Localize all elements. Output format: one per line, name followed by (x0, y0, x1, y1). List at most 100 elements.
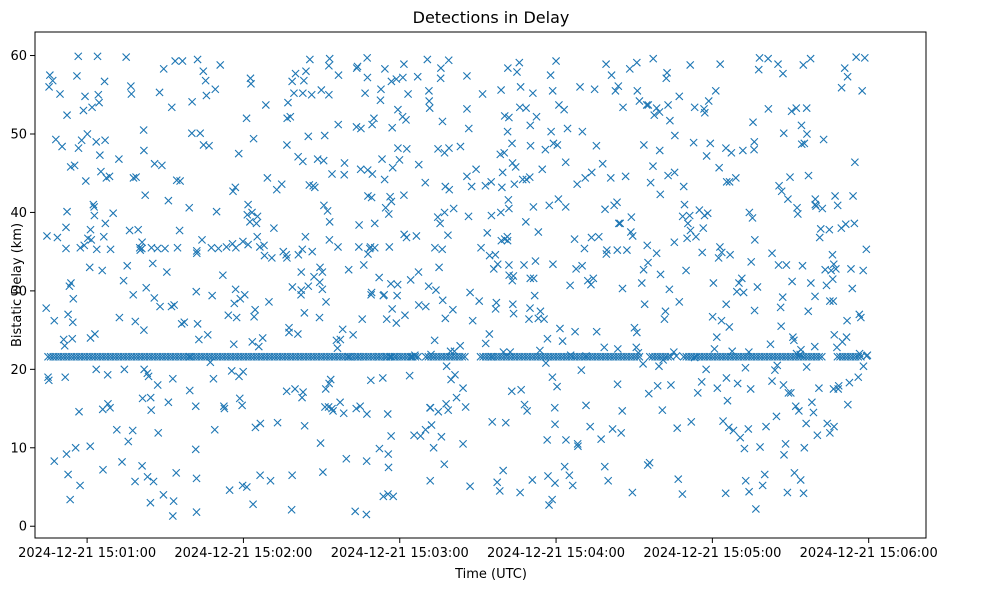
data-point (811, 292, 820, 301)
data-point (634, 348, 643, 357)
data-point (210, 425, 219, 434)
data-point (387, 197, 396, 206)
data-point (385, 242, 394, 251)
data-point (127, 89, 136, 98)
data-point (324, 61, 333, 70)
data-point (423, 55, 432, 64)
data-point (324, 90, 333, 99)
data-point (772, 412, 781, 421)
data-point (244, 240, 253, 249)
data-point (68, 334, 77, 343)
data-point (435, 263, 444, 272)
data-point (258, 333, 267, 342)
data-point (848, 284, 857, 293)
data-point (722, 373, 731, 382)
band-data-point (411, 352, 420, 361)
data-point (797, 140, 806, 149)
data-point (66, 495, 75, 504)
data-point (103, 370, 112, 379)
data-point (491, 250, 500, 259)
data-point (114, 155, 123, 164)
x-tick-label: 2024-12-21 15:04:00 (487, 546, 625, 561)
data-point (299, 76, 308, 85)
data-point (553, 140, 562, 149)
data-point (318, 268, 327, 277)
data-point (823, 419, 832, 428)
data-point (498, 168, 507, 177)
data-point (421, 178, 430, 187)
data-point (334, 120, 343, 129)
data-point (125, 226, 134, 235)
data-point (504, 195, 513, 204)
data-point (586, 280, 595, 289)
data-point (583, 276, 592, 285)
data-point (370, 219, 379, 228)
data-point (551, 420, 559, 429)
data-point (512, 68, 521, 76)
data-point (79, 106, 88, 115)
data-point (325, 235, 334, 244)
data-point (50, 457, 59, 466)
data-point (481, 181, 490, 190)
data-point (101, 136, 110, 145)
data-point (625, 64, 634, 73)
data-point (261, 100, 270, 109)
data-point (353, 62, 362, 71)
data-point (90, 211, 99, 220)
y-tick-label: 0 (19, 520, 27, 535)
data-point (850, 219, 859, 228)
data-point (748, 213, 757, 222)
data-point (827, 266, 836, 275)
data-point (822, 281, 831, 290)
data-point (788, 277, 797, 286)
data-point (563, 124, 572, 133)
data-point (139, 146, 148, 155)
data-point (700, 108, 709, 117)
data-point (693, 388, 702, 397)
data-point (164, 196, 173, 205)
data-point (83, 129, 92, 138)
data-point (734, 279, 743, 288)
data-point (444, 406, 453, 415)
data-point (412, 231, 421, 240)
data-point (326, 375, 335, 384)
data-point (363, 73, 372, 82)
data-point (298, 89, 307, 98)
data-point (282, 387, 291, 396)
data-point (433, 213, 442, 222)
data-point (587, 233, 596, 242)
data-point (146, 498, 155, 507)
data-point (388, 304, 397, 313)
data-point (796, 345, 805, 354)
data-point (70, 161, 79, 170)
data-point (697, 377, 706, 386)
data-point (224, 311, 233, 320)
data-point (344, 265, 353, 274)
data-point (393, 291, 402, 300)
data-point (597, 435, 606, 444)
data-point (655, 108, 664, 117)
data-point (96, 167, 105, 176)
data-point (548, 495, 557, 504)
data-point (758, 481, 767, 490)
data-point (288, 77, 297, 86)
data-point (81, 177, 90, 186)
data-point (456, 142, 465, 151)
data-point (185, 352, 194, 361)
data-point (578, 261, 587, 270)
data-point (80, 241, 89, 250)
data-point (675, 297, 684, 306)
band-data-point (458, 352, 467, 361)
data-point (699, 224, 708, 233)
data-point (714, 253, 723, 262)
data-point (616, 219, 625, 228)
data-point (198, 235, 206, 244)
data-point (617, 428, 626, 437)
data-point (342, 454, 351, 463)
data-point (578, 127, 587, 136)
data-point (447, 375, 456, 384)
data-point (74, 52, 83, 61)
data-point (774, 261, 783, 269)
data-point (665, 116, 674, 125)
data-point (828, 250, 837, 259)
